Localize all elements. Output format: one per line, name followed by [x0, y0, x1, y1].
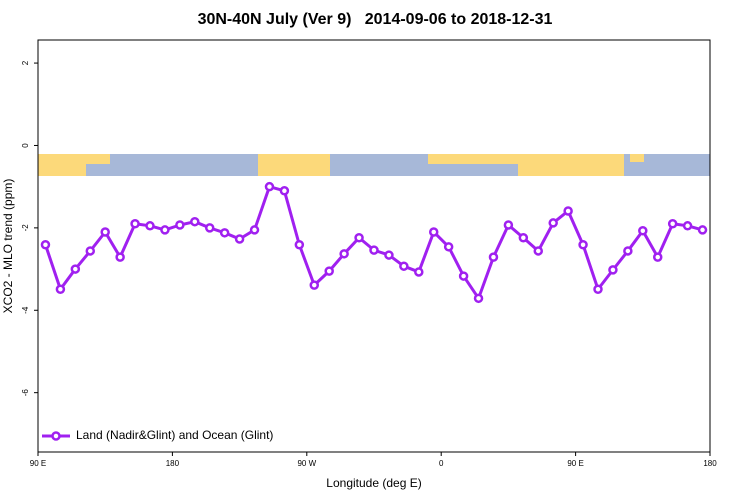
- data-point: [548, 218, 558, 228]
- data-point: [503, 220, 514, 230]
- data-point: [279, 186, 290, 196]
- data-point: [145, 221, 155, 231]
- data-point: [175, 220, 185, 230]
- data-point: [354, 233, 364, 243]
- data-point: [667, 219, 678, 229]
- plot-frame: [37, 39, 711, 453]
- x-tick-label: 90 E: [30, 459, 46, 468]
- data-point: [458, 271, 469, 281]
- data-point: [384, 250, 394, 260]
- data-point: [70, 264, 81, 274]
- data-point: [578, 240, 588, 250]
- data-point: [294, 240, 305, 250]
- x-tick-label: 0: [439, 459, 444, 468]
- data-point: [533, 246, 544, 256]
- data-point: [40, 240, 51, 250]
- legend-label: Land (Nadir&Glint) and Ocean (Glint): [76, 428, 273, 442]
- data-point: [652, 252, 663, 262]
- x-tick-label: 180: [166, 459, 180, 468]
- data-point: [219, 228, 230, 238]
- series-line: [44, 185, 703, 300]
- data-point: [190, 216, 200, 227]
- data-point: [428, 227, 439, 237]
- data-point: [518, 233, 529, 243]
- x-tick-label: 180: [703, 459, 717, 468]
- data-point: [55, 284, 66, 295]
- data-point: [623, 246, 633, 256]
- y-tick-label: -6: [21, 389, 30, 397]
- data-point: [399, 261, 409, 271]
- y-axis-label: XCO2 - MLO trend (ppm): [1, 179, 15, 314]
- map-strip: [38, 154, 710, 176]
- data-point: [204, 223, 215, 233]
- data-point: [473, 293, 484, 304]
- data-point: [115, 252, 125, 262]
- data-point: [638, 226, 648, 236]
- data-point: [488, 252, 499, 262]
- data-point: [608, 265, 618, 275]
- data-point: [414, 267, 424, 277]
- y-tick-label: -4: [21, 306, 30, 314]
- data-point: [443, 242, 454, 252]
- data-point: [130, 219, 140, 229]
- data-point: [100, 227, 110, 237]
- x-tick-label: 90 E: [567, 459, 583, 468]
- data-point: [234, 234, 245, 244]
- y-tick-label: 2: [21, 60, 30, 65]
- x-axis-label: Longitude (deg E): [326, 476, 421, 490]
- x-tick-label: 90 W: [297, 459, 316, 468]
- data-point: [682, 221, 693, 231]
- data-point: [369, 245, 379, 255]
- y-tick-label: 0: [21, 143, 30, 148]
- data-point: [593, 284, 603, 295]
- chart-title: 30N-40N July (Ver 9) 2014-09-06 to 2018-…: [198, 11, 553, 28]
- data-point: [309, 280, 320, 290]
- data-point: [339, 249, 349, 259]
- data-point: [160, 225, 170, 235]
- legend-marker: [51, 431, 61, 441]
- data-point: [697, 225, 708, 235]
- data-point: [85, 246, 96, 256]
- data-point: [563, 206, 573, 216]
- data-point: [249, 225, 260, 235]
- data-point: [264, 181, 275, 192]
- y-tick-label: -2: [21, 224, 30, 232]
- data-point: [324, 266, 334, 276]
